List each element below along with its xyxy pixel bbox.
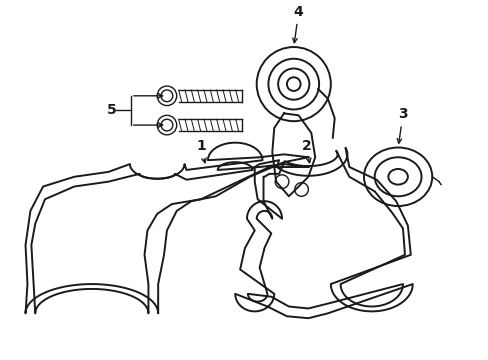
Text: 2: 2	[301, 139, 311, 163]
Text: 3: 3	[396, 107, 407, 143]
Text: 5: 5	[106, 103, 116, 117]
Text: 4: 4	[292, 5, 303, 43]
Text: 1: 1	[196, 139, 205, 163]
